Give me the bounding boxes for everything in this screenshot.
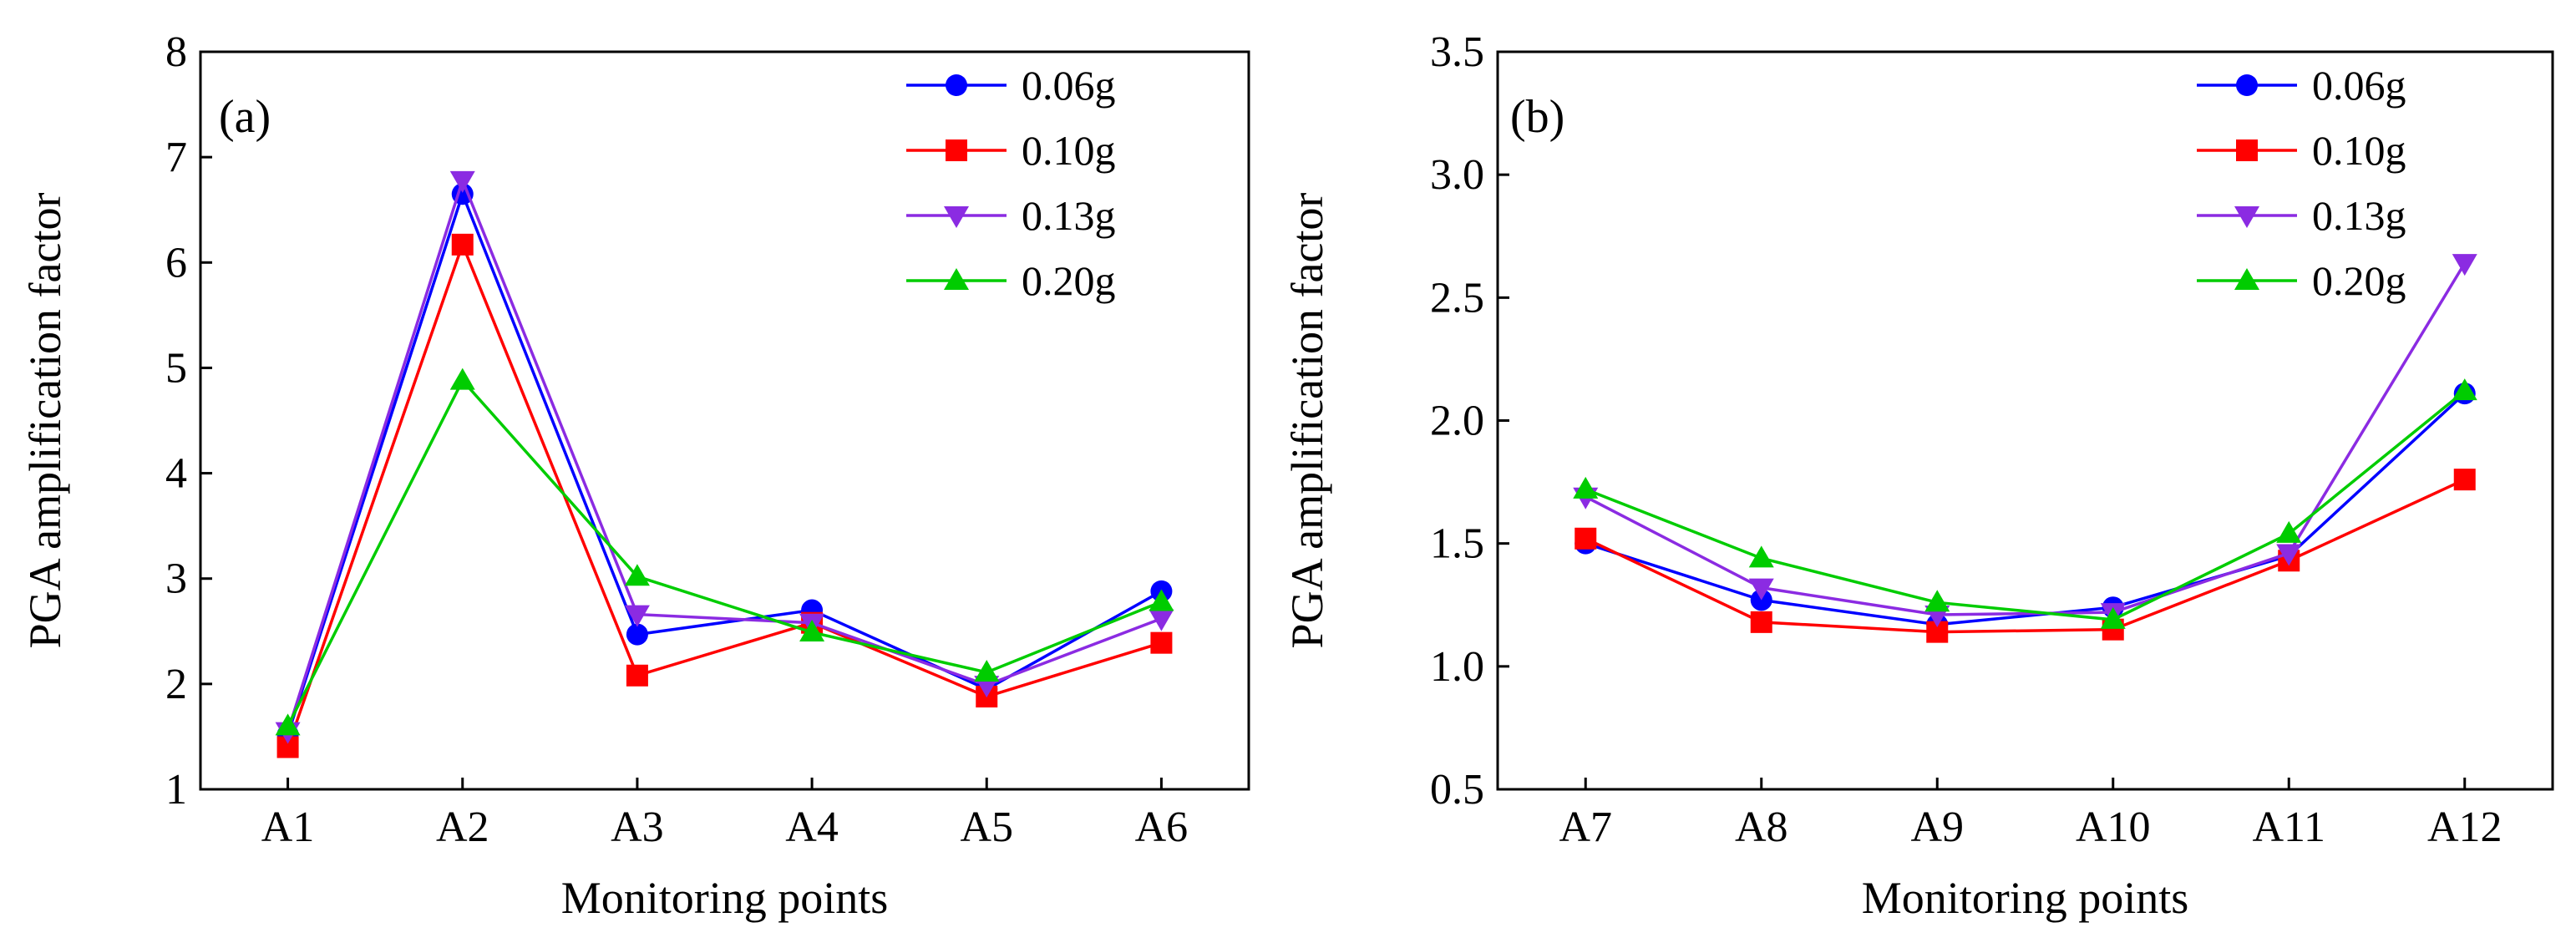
data-point (2276, 520, 2302, 543)
x-tick-label: A6 (1135, 804, 1189, 851)
legend-marker (946, 74, 967, 96)
data-point (2100, 606, 2126, 629)
data-point (1573, 476, 1599, 499)
data-point (449, 170, 475, 193)
y-tick-label: 4 (165, 450, 187, 498)
series-line (1585, 392, 2466, 626)
data-point (1748, 578, 1774, 601)
legend-marker (2234, 206, 2259, 228)
legend-marker (944, 206, 969, 228)
y-tick-label: 2.0 (1430, 398, 1484, 445)
y-tick-label: 3 (165, 555, 187, 603)
plot-frame (199, 50, 1250, 791)
y-tick-label: 5 (165, 344, 187, 392)
data-point (2453, 469, 2476, 491)
legend-entry: 0.13g (2197, 192, 2406, 239)
data-point (449, 368, 475, 390)
panel-label: (b) (1510, 91, 1564, 143)
legend: 0.06g 0.10g 0.13g 0.20g (2197, 62, 2406, 304)
legend-label: 0.20g (1022, 257, 1116, 304)
x-axis-title: Monitoring points (1862, 873, 2189, 923)
legend-label: 0.10g (2312, 127, 2406, 174)
data-point (626, 664, 648, 687)
x-tick-label: A8 (1735, 804, 1788, 851)
x-tick-label: A4 (785, 804, 839, 851)
legend-label: 0.13g (1022, 192, 1116, 239)
legend-entry: 0.20g (2197, 257, 2406, 304)
legend-label: 0.10g (1022, 127, 1116, 174)
y-tick-label: 1.5 (1430, 520, 1484, 568)
y-tick-label: 8 (165, 28, 187, 76)
data-point (1149, 609, 1174, 631)
x-axis-title: Monitoring points (561, 873, 889, 923)
legend-entry: 0.06g (2197, 62, 2406, 109)
x-tick-label: A9 (1910, 804, 1964, 851)
legend-entry: 0.20g (906, 257, 1116, 304)
y-tick-label: 1.0 (1430, 643, 1484, 691)
y-axis-title: PGA amplification factor (1282, 193, 1332, 649)
legend-label: 0.13g (2312, 192, 2406, 239)
series-line (1585, 478, 2466, 634)
series-line (286, 175, 1163, 733)
data-point (626, 623, 648, 646)
x-tick-label: A11 (2252, 804, 2325, 851)
legend-entry: 0.10g (906, 127, 1116, 174)
y-tick-label: 2 (165, 661, 187, 708)
y-tick-label: 3.0 (1430, 151, 1484, 199)
legend-entry: 0.13g (906, 192, 1116, 239)
legend: 0.06g 0.10g 0.13g 0.20g (906, 62, 1116, 304)
data-point (624, 564, 650, 586)
data-point (2452, 254, 2477, 276)
legend-label: 0.06g (2312, 62, 2406, 109)
y-tick-label: 7 (165, 134, 187, 181)
series-0.20g (1573, 378, 2477, 629)
x-tick-label: A12 (2427, 804, 2502, 851)
chart-panel-a: 1 2 3 4 5 6 7 8 A1 A2 A3 A4 A5 A6 Monitoring points PGA… (20, 28, 1250, 923)
data-point (1149, 589, 1174, 611)
legend-label: 0.20g (2312, 257, 2406, 304)
legend-entry: 0.10g (2197, 127, 2406, 174)
x-tick-label: A10 (2076, 804, 2151, 851)
series-line (286, 240, 1162, 748)
data-point (275, 713, 301, 736)
y-tick-label: 1 (165, 766, 187, 814)
x-tick-label: A7 (1559, 804, 1612, 851)
x-tick-label: A1 (261, 804, 315, 851)
y-tick-label: 0.5 (1430, 766, 1484, 814)
data-point (451, 233, 474, 256)
series-0.13g (1573, 254, 2477, 628)
data-point (1748, 545, 1774, 568)
legend-marker (2236, 139, 2258, 161)
y-axis-title: PGA amplification factor (20, 193, 70, 649)
data-point (2452, 378, 2477, 401)
data-point (1150, 631, 1173, 654)
y-tick-label: 6 (165, 239, 187, 286)
x-tick-label: A5 (960, 804, 1013, 851)
legend-label: 0.06g (1022, 62, 1116, 109)
data-point (1924, 590, 1950, 612)
data-point (974, 659, 1000, 682)
data-point (1750, 611, 1772, 633)
data-point (1575, 527, 1597, 550)
data-point (2276, 544, 2302, 566)
legend-marker (2234, 268, 2259, 290)
panel-label: (a) (219, 91, 271, 143)
data-point (624, 605, 650, 627)
series-0.20g (275, 368, 1174, 736)
x-tick-label: A2 (436, 804, 489, 851)
legend-marker (944, 268, 969, 290)
legend-entry: 0.06g (906, 62, 1116, 109)
series-line (287, 378, 1163, 727)
x-tick-label: A3 (611, 804, 664, 851)
series-0.10g (276, 233, 1173, 758)
series-line (1585, 389, 2466, 621)
chart-panel-b: 0.5 1.0 1.5 2.0 2.5 3.0 3.5 A7 A8 A9 A10 A11 A12 Moni… (1282, 28, 2554, 923)
y-tick-label: 2.5 (1430, 274, 1484, 322)
legend-marker (2236, 74, 2258, 96)
series-line (1585, 262, 2467, 616)
y-tick-label: 3.5 (1430, 28, 1484, 76)
data-point (799, 620, 825, 642)
legend-marker (946, 139, 967, 161)
